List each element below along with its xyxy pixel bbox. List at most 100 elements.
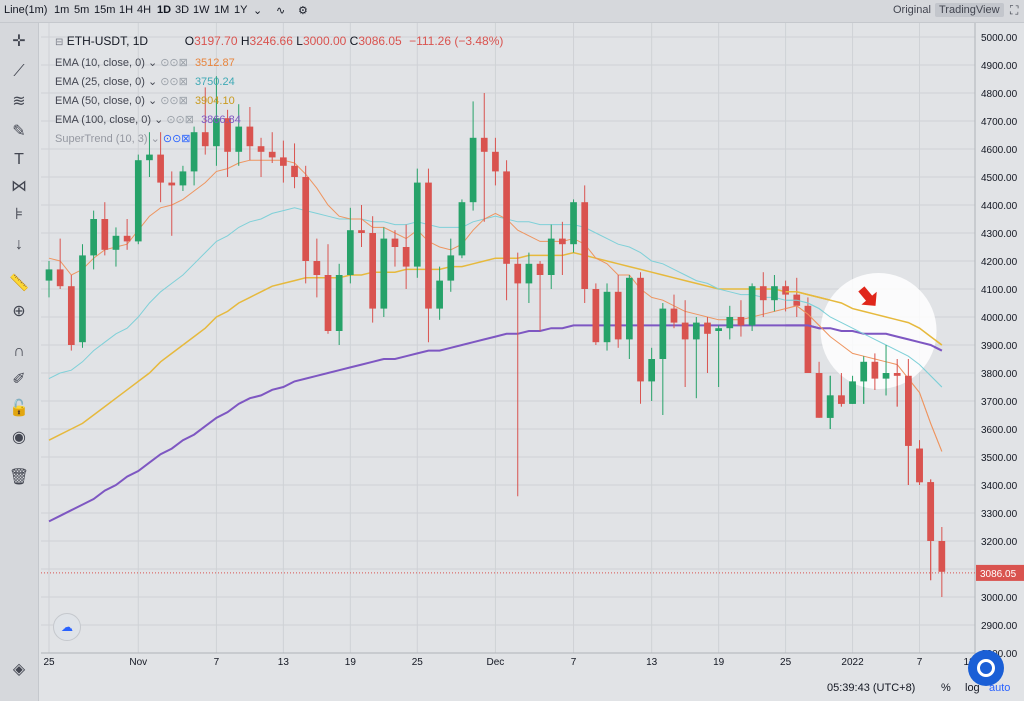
candle-body <box>570 202 577 245</box>
chart-svg[interactable]: 5000.00 4900.00 4800.00 4700.00 4600.00 4500.… <box>39 23 1024 701</box>
tf-5m[interactable]: 5m <box>74 4 90 16</box>
tf-1w[interactable]: 1W <box>193 4 210 16</box>
magnet-icon[interactable]: ∩ <box>13 343 25 360</box>
candle-body <box>235 126 243 152</box>
compare-icon[interactable]: ∿ <box>276 5 286 17</box>
eye-icon[interactable]: ◉ <box>12 429 26 446</box>
candle-body <box>257 146 265 152</box>
gear-icon[interactable]: ⚙ <box>298 5 308 17</box>
tf-1y[interactable]: 1Y <box>234 4 248 16</box>
pattern-icon[interactable]: ⋈ <box>11 178 27 195</box>
zoom-in-icon[interactable]: ⊕ <box>12 303 26 320</box>
text-icon[interactable]: T <box>14 151 24 168</box>
time-tick-label: 7 <box>214 657 220 668</box>
candle-body <box>480 137 488 152</box>
tf-4h[interactable]: 4H <box>137 4 152 16</box>
tradingview-logo-icon[interactable]: ☁ <box>53 613 81 641</box>
legend-label: EMA (10, close, 0) <box>55 57 145 69</box>
fullscreen-icon[interactable]: ⛶ <box>1010 3 1019 17</box>
view-tradingview-button[interactable]: TradingView <box>935 3 1004 17</box>
auto-toggle[interactable]: auto <box>989 682 1011 694</box>
time-tick-label: 7 <box>571 657 577 668</box>
chevron-down-icon[interactable]: ⌄ <box>154 114 164 126</box>
candle-body <box>670 308 678 323</box>
candle-body <box>369 233 377 309</box>
price-tick-label: 3700.00 <box>981 397 1018 408</box>
price-tick-label: 4000.00 <box>981 313 1018 324</box>
candle-body <box>67 286 75 345</box>
legend-ema50[interactable]: EMA (50, close, 0) ⌄ ⊙⊙⊠ 3904.10 <box>55 94 235 107</box>
price-tick-label: 4400.00 <box>981 201 1018 212</box>
candle-body <box>759 286 767 301</box>
price-tick-label: 4900.00 <box>981 61 1018 72</box>
brush-icon[interactable]: ✎ <box>12 123 26 140</box>
tf-3d[interactable]: 3D <box>175 4 190 16</box>
lock-drawing-icon[interactable]: ✐ <box>12 371 26 388</box>
percent-toggle[interactable]: % <box>941 682 951 694</box>
legend-controls-icon[interactable]: ⊙⊙⊠ <box>162 133 191 145</box>
tf-1h[interactable]: 1H <box>119 4 134 16</box>
candle-body <box>916 448 923 483</box>
trash-icon[interactable]: 🗑 <box>8 469 30 486</box>
candle-body <box>927 482 935 541</box>
candle-body <box>291 165 298 177</box>
legend-ema25[interactable]: EMA (25, close, 0) ⌄ ⊙⊙⊠ 3750.24 <box>55 75 235 88</box>
legend-value: 3904.10 <box>194 95 235 107</box>
lock-icon[interactable]: 🔓 <box>9 400 29 417</box>
fib-icon[interactable]: ≋ <box>12 93 26 110</box>
candle-body <box>123 235 131 242</box>
candle-body <box>157 154 164 183</box>
candle-body <box>704 322 711 334</box>
legend-ema10[interactable]: EMA (10, close, 0) ⌄ ⊙⊙⊠ 3512.87 <box>55 56 235 69</box>
candle-body <box>246 126 254 147</box>
legend-controls-icon[interactable]: ⊙⊙⊠ <box>166 114 194 126</box>
tf-1d[interactable]: 1D <box>157 4 172 16</box>
legend-controls-icon[interactable]: ⊙⊙⊠ <box>160 76 188 88</box>
candle-body <box>391 238 399 247</box>
candle-body <box>436 280 443 309</box>
close-label: C <box>349 34 359 48</box>
trend-line-icon[interactable]: ⟋ <box>13 63 25 80</box>
clock: 05:39:43 (UTC+8) <box>827 682 916 694</box>
legend-controls-icon[interactable]: ⊙⊙⊠ <box>160 95 188 107</box>
tf-15m[interactable]: 15m <box>94 4 116 16</box>
chevron-down-icon[interactable]: ⌄ <box>147 76 158 88</box>
layers-icon[interactable]: ◈ <box>12 661 26 678</box>
legend-supertrend[interactable]: SuperTrend (10, 3) ⌄ ⊙⊙⊠ <box>55 132 191 145</box>
legend-ema100[interactable]: EMA (100, close, 0) ⌄ ⊙⊙⊠ 3866.84 <box>55 113 241 126</box>
log-toggle[interactable]: log <box>965 682 980 694</box>
candle-body <box>804 305 812 373</box>
top-toolbar: Line(1m) 1m 5m 15m 1H 4H 1D 3D 1W 1M 1Y … <box>0 0 1024 23</box>
legend-controls-icon[interactable]: ⊙⊙⊠ <box>160 57 188 69</box>
candle-body <box>905 375 912 446</box>
candle-body <box>313 261 321 275</box>
change-value: −111.26 (−3.48%) <box>409 34 504 48</box>
arrow-down-icon[interactable]: ↓ <box>15 236 23 253</box>
crosshair-icon[interactable]: ✛ <box>12 33 26 50</box>
time-tick-label: 19 <box>713 657 725 668</box>
chevron-down-icon[interactable]: ⌄ <box>147 57 158 69</box>
tf-1m-month[interactable]: 1M <box>214 4 230 16</box>
collapse-icon[interactable]: ⊟ <box>55 37 64 48</box>
prediction-icon[interactable]: ⊧ <box>14 206 24 223</box>
legend-label: EMA (100, close, 0) <box>55 114 151 126</box>
chevron-down-icon[interactable]: ⌄ <box>253 5 263 17</box>
chart-type-select[interactable]: Line(1m) <box>4 4 48 16</box>
symbol-header: ⊟ ETH-USDT, 1D O3197.70 H3246.66 L3000.0… <box>55 34 503 48</box>
price-tick-label: 4300.00 <box>981 229 1018 240</box>
time-tick-label: 25 <box>780 657 792 668</box>
candle-body <box>168 182 176 186</box>
chevron-down-icon[interactable]: ⌄ <box>150 133 160 145</box>
candle-body <box>425 182 432 309</box>
view-original-button[interactable]: Original <box>893 4 931 16</box>
legend-label: SuperTrend (10, 3) <box>55 133 148 145</box>
last-price-label: 3086.05 <box>980 569 1017 580</box>
candle-body <box>134 160 142 242</box>
candle-body <box>748 286 756 326</box>
support-chat-icon[interactable] <box>968 650 1004 686</box>
chart-area[interactable]: 5000.00 4900.00 4800.00 4700.00 4600.00 4500.… <box>39 23 1024 701</box>
ruler-icon[interactable]: 📏 <box>9 275 29 292</box>
tf-1m[interactable]: 1m <box>54 4 70 16</box>
candle-body <box>692 322 700 340</box>
chevron-down-icon[interactable]: ⌄ <box>147 95 158 107</box>
